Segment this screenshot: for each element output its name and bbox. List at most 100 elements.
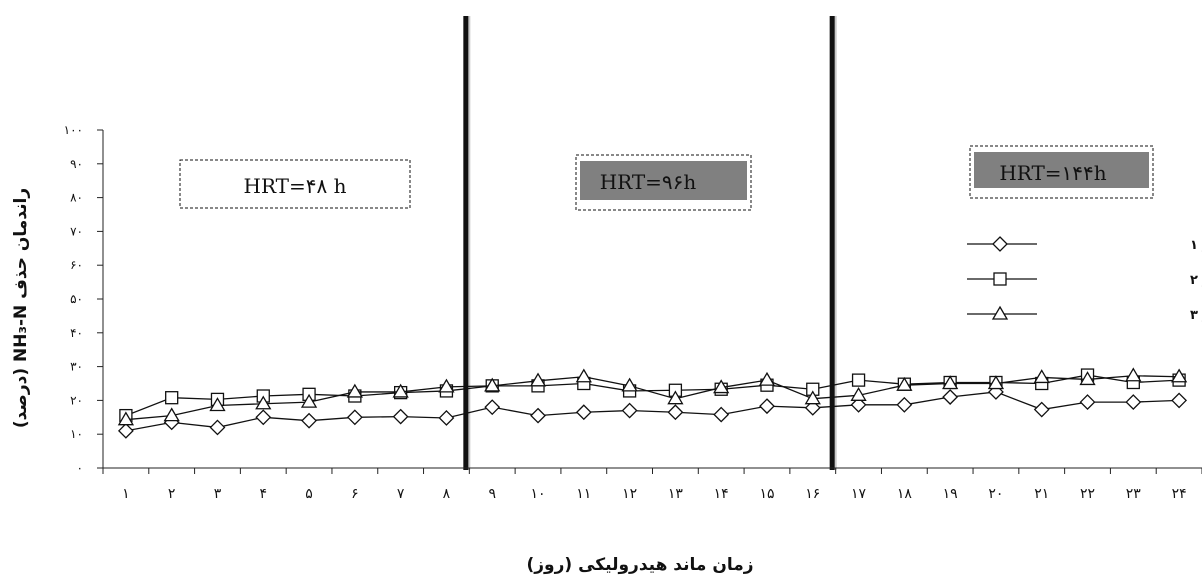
data-point-series-3 [1033, 369, 1050, 384]
x-tick-label: ۲۳ [1126, 486, 1142, 502]
data-point-series-1 [850, 396, 867, 413]
data-point-series-3 [117, 411, 135, 426]
phase-box [179, 159, 411, 209]
y-tick-label: ۰ [77, 461, 83, 475]
data-point-series-3 [1125, 367, 1142, 382]
data-point-series-1 [117, 422, 134, 439]
legend-marker-3 [991, 305, 1009, 320]
x-tick-label: ۱۵ [759, 486, 774, 502]
data-point-series-3 [392, 383, 409, 398]
data-point-series-1 [621, 402, 638, 419]
data-point-series-1 [484, 399, 501, 416]
data-point-series-1 [438, 410, 455, 426]
x-tick-label: ۱ [122, 486, 130, 502]
series-line-2 [125, 374, 1180, 417]
data-point-series-3 [209, 397, 226, 412]
data-point-series-3 [529, 372, 547, 387]
data-point-series-3 [346, 383, 363, 398]
x-tick-label: ۱۱ [576, 486, 591, 502]
y-tick-label: ۶۰ [70, 258, 83, 272]
data-point-series-1 [301, 412, 317, 429]
series-line-1 [125, 391, 1180, 432]
data-point-series-3 [850, 387, 867, 401]
phase-divider [463, 16, 469, 470]
data-point-series-1 [759, 398, 775, 415]
data-point-series-1 [942, 389, 959, 405]
data-point-series-3 [1170, 368, 1188, 383]
x-tick-label: ۱۳ [668, 486, 684, 502]
x-tick-label: ۲ [168, 486, 176, 502]
legend-label: درصد کارایی راکتور ۱ [1190, 238, 1202, 253]
phase-divider [829, 16, 835, 470]
phase-label: HRT=۴۸ h [244, 174, 347, 198]
data-point-series-3 [987, 375, 1005, 390]
y-tick-label: ۲۰ [70, 393, 83, 407]
data-point-series-3 [300, 393, 318, 408]
data-point-series-3 [758, 371, 776, 386]
data-point-series-3 [163, 407, 180, 422]
x-tick-label: ۲۴ [1172, 486, 1187, 502]
data-point-series-1 [1125, 394, 1142, 411]
x-tick-label: ۷ [397, 486, 405, 502]
legend-label: درصد کارایی راکتور ۳ [1190, 308, 1202, 323]
x-tick-label: ۱۲ [622, 486, 637, 502]
data-point-series-1 [255, 409, 272, 426]
x-tick-label: ۴ [260, 486, 268, 502]
data-point-series-1 [530, 407, 546, 424]
y-axis-title: راندمان حذف NH₃-N (درصد) [11, 188, 31, 428]
x-tick-label: ۲۱ [1034, 486, 1049, 502]
phase-box-highlight [580, 161, 747, 200]
data-point-series-3 [255, 395, 272, 410]
series-line-3 [125, 375, 1180, 421]
x-tick-label: ۱۹ [943, 486, 958, 502]
data-point-series-1 [392, 408, 409, 425]
x-tick-label: ۵ [305, 486, 313, 502]
x-tick-label: ۶ [351, 486, 359, 502]
data-point-series-1 [1079, 394, 1096, 411]
data-point-series-3 [575, 368, 592, 383]
data-point-series-3 [804, 390, 821, 405]
data-point-series-3 [484, 377, 501, 392]
data-point-series-3 [713, 379, 730, 394]
x-tick-label: ۱۶ [805, 486, 820, 502]
legend-label: درصد کارایی راکتور ۲ [1190, 273, 1202, 288]
data-point-series-1 [209, 419, 226, 436]
x-tick-label: ۳ [214, 486, 222, 502]
x-tick-label: ۱۸ [897, 486, 913, 502]
data-point-series-3 [621, 377, 638, 392]
data-point-series-1 [1171, 392, 1188, 409]
y-tick-label: ۳۰ [70, 360, 83, 374]
data-point-series-2 [165, 391, 179, 405]
y-tick-label: ۱۰۰ [64, 123, 83, 137]
data-point-series-1 [575, 404, 592, 421]
phase-label: HRT=۱۴۴h [999, 161, 1106, 185]
x-tick-label: ۹ [488, 486, 496, 502]
x-tick-label: ۲۲ [1080, 486, 1095, 502]
data-point-series-2 [851, 373, 866, 387]
y-tick-label: ۵۰ [70, 292, 83, 306]
x-tick-label: ۱۴ [714, 486, 729, 502]
data-point-series-3 [438, 378, 455, 393]
x-tick-label: ۸ [443, 486, 451, 502]
phase-label: HRT=۹۶h [600, 170, 697, 194]
y-tick-label: ۸۰ [70, 191, 83, 205]
data-point-series-3 [896, 376, 913, 391]
data-point-series-1 [346, 409, 363, 426]
legend-marker-1 [992, 236, 1008, 252]
data-point-series-1 [1033, 401, 1050, 418]
data-point-series-3 [942, 375, 959, 390]
data-point-series-3 [1079, 371, 1096, 386]
phase-box-highlight [974, 152, 1149, 188]
x-tick-label: ۲۰ [988, 486, 1003, 502]
y-tick-label: ۱۰ [70, 427, 83, 441]
y-tick-label: ۷۰ [70, 224, 83, 238]
data-point-series-1 [667, 404, 684, 421]
y-tick-label: ۹۰ [70, 157, 83, 171]
y-tick-label: ۴۰ [70, 326, 83, 340]
data-point-series-3 [667, 390, 684, 405]
data-point-series-1 [896, 396, 913, 413]
data-point-series-1 [713, 406, 730, 423]
x-tick-label: ۱۰ [530, 486, 545, 502]
x-tick-label: ۱۷ [851, 486, 867, 502]
